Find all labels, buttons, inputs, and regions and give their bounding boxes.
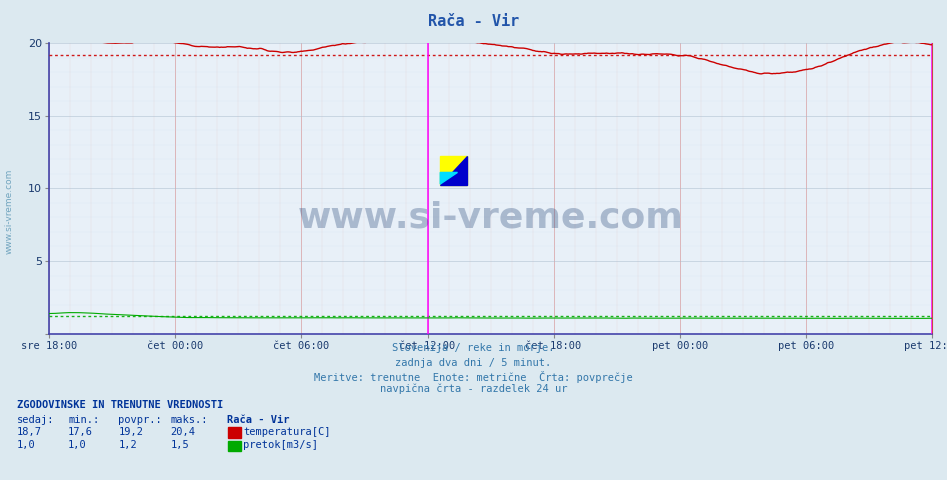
Text: www.si-vreme.com: www.si-vreme.com — [297, 201, 684, 234]
Text: Slovenija / reke in morje.: Slovenija / reke in morje. — [392, 343, 555, 353]
Bar — [440, 156, 467, 185]
Text: zadnja dva dni / 5 minut.: zadnja dva dni / 5 minut. — [396, 358, 551, 368]
Text: navpična črta - razdelek 24 ur: navpična črta - razdelek 24 ur — [380, 384, 567, 395]
Text: 18,7: 18,7 — [17, 427, 42, 437]
Text: ZGODOVINSKE IN TRENUTNE VREDNOSTI: ZGODOVINSKE IN TRENUTNE VREDNOSTI — [17, 400, 223, 410]
Text: 19,2: 19,2 — [118, 427, 143, 437]
Text: Meritve: trenutne  Enote: metrične  Črta: povprečje: Meritve: trenutne Enote: metrične Črta: … — [314, 371, 633, 383]
Text: 17,6: 17,6 — [68, 427, 93, 437]
Text: 1,0: 1,0 — [17, 440, 36, 450]
Text: pretok[m3/s]: pretok[m3/s] — [243, 440, 318, 450]
Text: 1,0: 1,0 — [68, 440, 87, 450]
Text: temperatura[C]: temperatura[C] — [243, 427, 331, 437]
Text: www.si-vreme.com: www.si-vreme.com — [5, 168, 14, 254]
Text: povpr.:: povpr.: — [118, 415, 162, 425]
Text: 1,2: 1,2 — [118, 440, 137, 450]
Polygon shape — [440, 172, 457, 184]
Text: sedaj:: sedaj: — [17, 415, 55, 425]
Text: Rača - Vir: Rača - Vir — [428, 14, 519, 29]
Text: min.:: min.: — [68, 415, 99, 425]
Text: Rača - Vir: Rača - Vir — [227, 415, 290, 425]
Text: maks.:: maks.: — [170, 415, 208, 425]
Text: 1,5: 1,5 — [170, 440, 189, 450]
Polygon shape — [440, 156, 467, 185]
Text: 20,4: 20,4 — [170, 427, 195, 437]
